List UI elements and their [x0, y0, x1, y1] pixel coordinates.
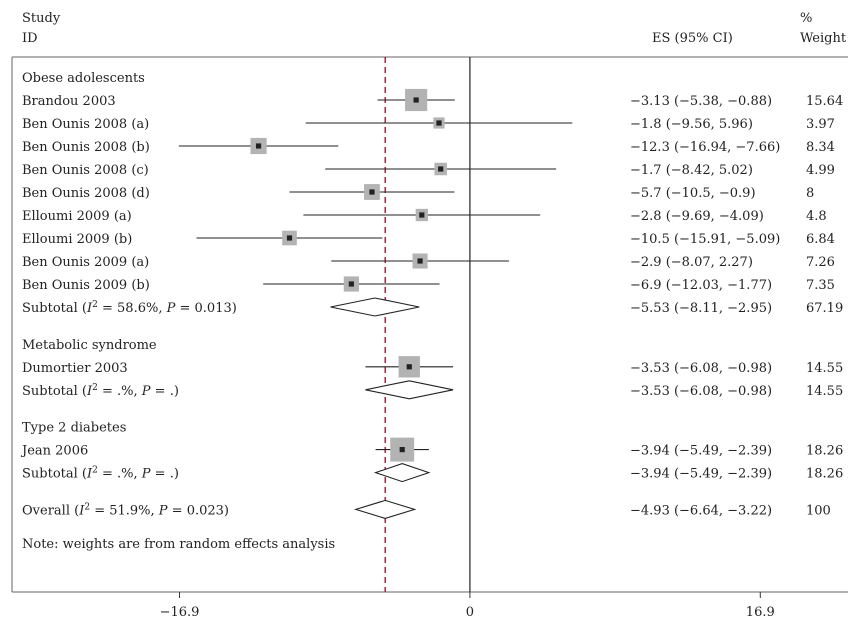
weight-value: 8.34 — [806, 140, 835, 155]
effect-size-ci: −12.3 (−16.94, −7.66) — [630, 140, 780, 155]
weight-value: 6.84 — [806, 232, 835, 247]
effect-size-ci: −2.8 (−9.69, −4.09) — [630, 209, 764, 224]
study-label: Elloumi 2009 (a) — [22, 209, 132, 224]
study-rows: Obese adolescents Brandou 2003 −3.13 (−5.3… — [20, 71, 843, 552]
effect-size-ci: −5.7 (−10.5, −0.9) — [630, 186, 756, 201]
effect-size-ci: −3.53 (−6.08, −0.98) — [630, 361, 772, 376]
effect-size-ci: −1.8 (−9.56, 5.96) — [630, 117, 753, 132]
study-label: Ben Ounis 2008 (a) — [22, 117, 149, 132]
x-tick-label: 16.9 — [746, 605, 775, 620]
overall-label: Overall (I2 = 51.9%, P = 0.023) — [22, 502, 229, 518]
effect-size-ci: −10.5 (−15.91, −5.09) — [630, 232, 780, 247]
weight-value: 100 — [806, 503, 831, 518]
overall-diamond — [353, 499, 417, 519]
effect-size-ci: −3.94 (−5.49, −2.39) — [630, 444, 772, 459]
study-label: Ben Ounis 2008 (b) — [22, 140, 150, 155]
study-label: Dumortier 2003 — [22, 361, 128, 376]
study-label: Ben Ounis 2008 (c) — [22, 163, 149, 178]
weight-value: 15.64 — [806, 94, 843, 109]
effect-size-ci: −6.9 (−12.03, −1.77) — [630, 278, 772, 293]
study-label: Ben Ounis 2009 (a) — [22, 255, 149, 270]
study-label: Elloumi 2009 (b) — [22, 232, 132, 247]
point-estimate — [348, 281, 354, 287]
header-weight: Weight — [800, 31, 847, 46]
point-estimate — [255, 143, 262, 149]
subtotal-label: Subtotal (I2 = 58.6%, P = 0.013) — [22, 300, 237, 316]
point-estimate — [436, 120, 442, 126]
group-label: Type 2 diabetes — [22, 421, 126, 436]
weight-value: 14.55 — [806, 384, 843, 399]
header-percent: % — [800, 11, 812, 26]
point-estimate — [417, 258, 423, 264]
x-axis: −16.9 0 16.9 — [160, 592, 775, 620]
point-estimate — [406, 364, 412, 370]
point-estimate — [369, 189, 375, 195]
subtotal-label: Subtotal (I2 = .%, P = .) — [22, 466, 179, 482]
study-label: Brandou 2003 — [22, 94, 116, 109]
point-estimate — [286, 235, 293, 241]
header-study: Study — [22, 11, 61, 26]
weight-value: 14.55 — [806, 361, 843, 376]
weight-value: 3.97 — [806, 117, 835, 132]
point-estimate — [399, 447, 405, 453]
effect-size-ci: −3.94 (−5.49, −2.39) — [630, 467, 772, 482]
weight-value: 18.26 — [806, 444, 843, 459]
study-label: Ben Ounis 2009 (b) — [22, 278, 150, 293]
x-tick-label: 0 — [466, 605, 474, 620]
effect-size-ci: −1.7 (−8.42, 5.02) — [630, 163, 753, 178]
weight-value: 67.19 — [806, 301, 843, 316]
weight-value: 4.99 — [806, 163, 835, 178]
subtotal-diamond — [365, 380, 454, 400]
point-estimate — [419, 212, 425, 218]
weight-value: 18.26 — [806, 467, 843, 482]
effect-size-ci: −3.53 (−6.08, −0.98) — [630, 384, 772, 399]
weight-value: 8 — [806, 186, 814, 201]
group-label: Metabolic syndrome — [22, 338, 157, 353]
effect-size-ci: −4.93 (−6.64, −3.22) — [630, 503, 772, 518]
footnote: Note: weights are from random effects an… — [22, 537, 335, 552]
effect-size-ci: −3.13 (−5.38, −0.88) — [630, 94, 772, 109]
header-id: ID — [22, 31, 38, 46]
weight-value: 4.8 — [806, 209, 827, 224]
point-estimate — [413, 97, 419, 103]
group-label: Obese adolescents — [22, 71, 145, 86]
effect-size-ci: −5.53 (−8.11, −2.95) — [630, 301, 772, 316]
study-label: Ben Ounis 2008 (d) — [22, 186, 150, 201]
study-label: Jean 2006 — [20, 444, 88, 459]
x-tick-label: −16.9 — [160, 605, 200, 620]
weight-value: 7.35 — [806, 278, 835, 293]
subtotal-label: Subtotal (I2 = .%, P = .) — [22, 383, 179, 399]
effect-size-ci: −2.9 (−8.07, 2.27) — [630, 255, 753, 270]
subtotal-diamond — [373, 463, 431, 483]
header-es-ci: ES (95% CI) — [652, 31, 733, 46]
subtotal-diamond — [330, 297, 420, 317]
weight-value: 7.26 — [806, 255, 835, 270]
point-estimate — [438, 166, 444, 172]
